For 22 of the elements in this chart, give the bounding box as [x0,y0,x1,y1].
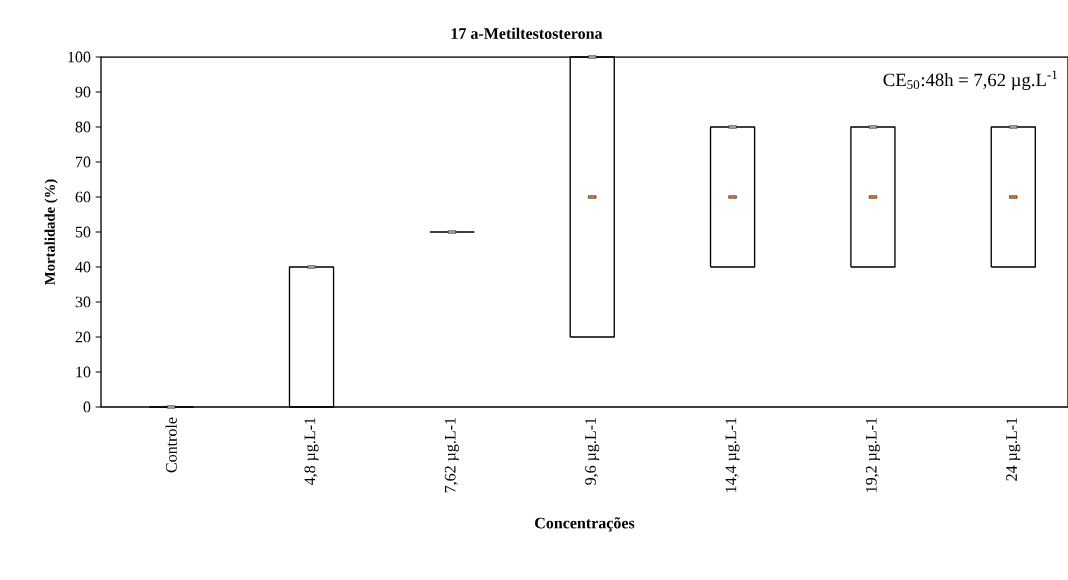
y-tick-label: 90 [75,86,91,98]
chart-title: 17 a-Metiltestosterona [451,27,603,39]
y-tick-label: 60 [75,191,91,203]
annotation: CE$_{50}$:48h = 7,62 µg.L$^{-1}$ [883,70,1057,91]
y-tick-label: 20 [75,331,91,343]
y-tick-label: 40 [75,261,91,273]
x-tick-label: 7,62 µg.L-1 [444,417,459,493]
y-tick-label: 80 [75,121,91,133]
x-axis-title: Concentrações [535,517,635,532]
x-tick-label: 24 µg.L-1 [1006,417,1021,481]
y-tick-label: 30 [75,296,91,308]
x-tick-label: 4,8 µg.L-1 [304,417,319,486]
y-tick-label: 70 [76,156,91,168]
y-tick-label: 50 [75,226,91,238]
y-tick-label: 100 [68,51,91,63]
y-tick-label: 10 [76,366,91,378]
y-tick-label: 0 [83,401,91,413]
x-tick-label: Controle [165,417,177,473]
x-tick-label: 14,4 µg.L-1 [725,417,740,492]
y-axis-title: Mortalidade (%) [44,179,58,285]
x-tick-label: 19,2 µg.L-1 [865,417,880,492]
x-tick-label: 9,6 µg.L-1 [585,417,600,485]
